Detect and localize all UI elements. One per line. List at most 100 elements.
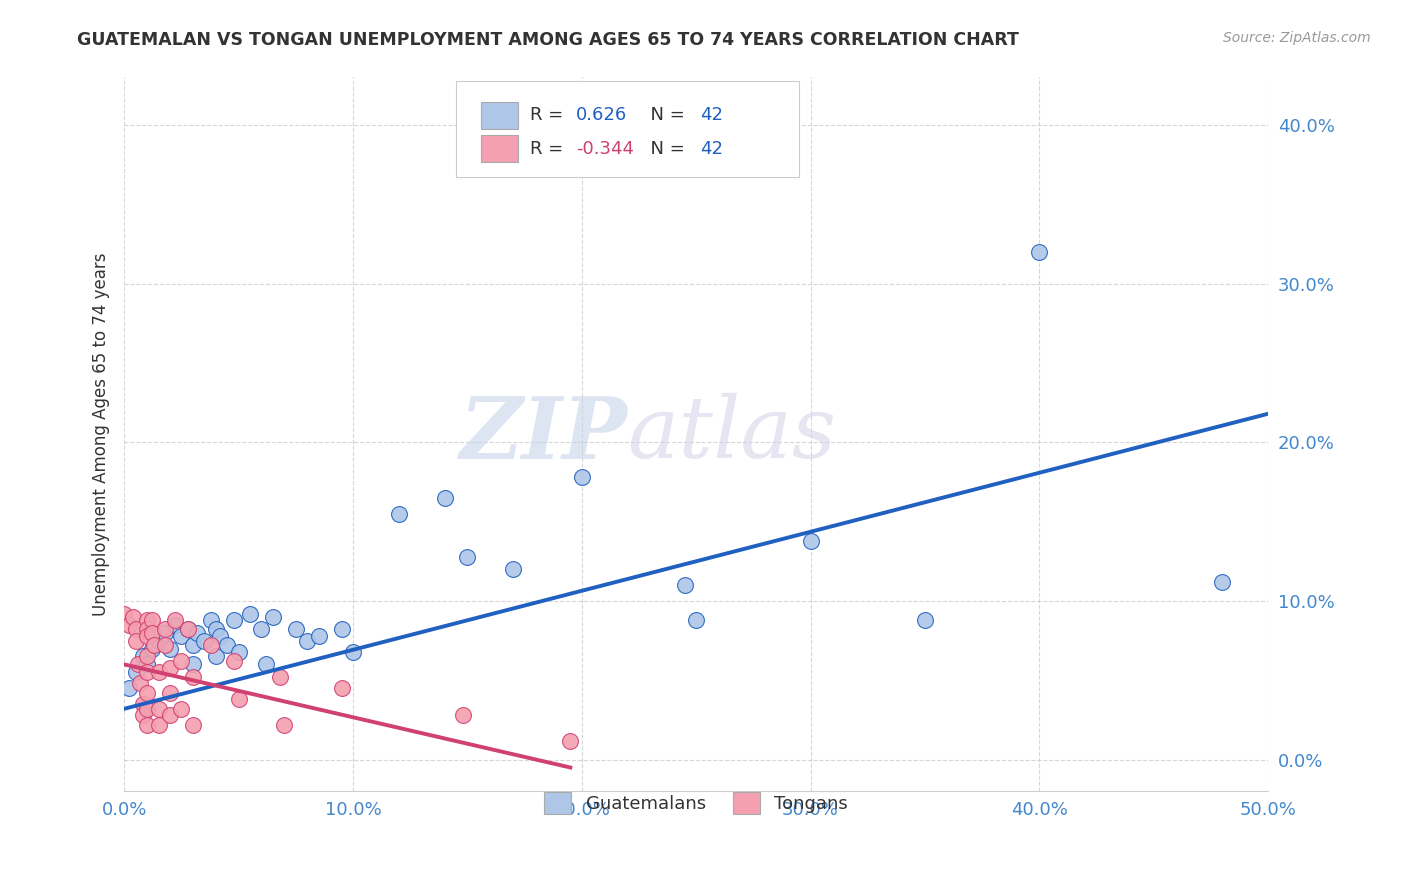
Point	[269, 670, 291, 684]
Point	[239, 607, 262, 621]
Point	[177, 623, 200, 637]
Point	[222, 613, 245, 627]
Point	[170, 654, 193, 668]
Point	[209, 629, 232, 643]
Point	[136, 657, 159, 672]
Point	[155, 623, 177, 637]
Point	[800, 533, 823, 548]
Point	[141, 641, 163, 656]
Point	[131, 697, 153, 711]
Text: 42: 42	[700, 106, 723, 124]
Point	[129, 676, 152, 690]
Point	[228, 692, 250, 706]
Text: ZIP: ZIP	[460, 392, 627, 476]
Point	[308, 629, 330, 643]
Text: atlas: atlas	[627, 393, 837, 475]
Point	[273, 717, 295, 731]
Point	[262, 609, 284, 624]
FancyBboxPatch shape	[456, 81, 799, 178]
Point	[297, 633, 319, 648]
Point	[141, 625, 163, 640]
FancyBboxPatch shape	[481, 102, 517, 128]
Text: GUATEMALAN VS TONGAN UNEMPLOYMENT AMONG AGES 65 TO 74 YEARS CORRELATION CHART: GUATEMALAN VS TONGAN UNEMPLOYMENT AMONG …	[77, 31, 1019, 49]
Text: N =: N =	[638, 106, 690, 124]
Point	[181, 717, 204, 731]
Point	[204, 623, 226, 637]
Point	[118, 617, 141, 632]
Point	[254, 657, 277, 672]
Point	[222, 654, 245, 668]
Point	[186, 625, 208, 640]
Text: 42: 42	[700, 140, 723, 158]
Point	[159, 641, 181, 656]
Point	[685, 613, 707, 627]
Point	[148, 717, 170, 731]
Point	[181, 638, 204, 652]
Point	[250, 623, 273, 637]
Point	[131, 649, 153, 664]
Point	[673, 578, 696, 592]
FancyBboxPatch shape	[481, 135, 517, 161]
Point	[433, 491, 456, 505]
Point	[330, 623, 353, 637]
Point	[136, 649, 159, 664]
Point	[127, 657, 149, 672]
Point	[456, 549, 478, 564]
Point	[177, 623, 200, 637]
Point	[170, 702, 193, 716]
Point	[155, 638, 177, 652]
Point	[163, 613, 186, 627]
Point	[112, 607, 135, 621]
Point	[1028, 244, 1050, 259]
Point	[388, 507, 411, 521]
Point	[122, 609, 145, 624]
Point	[170, 629, 193, 643]
Point	[143, 638, 166, 652]
Point	[136, 717, 159, 731]
Point	[118, 681, 141, 696]
Point	[571, 470, 593, 484]
Point	[136, 686, 159, 700]
Point	[136, 623, 159, 637]
Point	[155, 625, 177, 640]
Point	[124, 665, 146, 680]
Text: Source: ZipAtlas.com: Source: ZipAtlas.com	[1223, 31, 1371, 45]
Legend: Guatemalans, Tongans: Guatemalans, Tongans	[533, 781, 859, 825]
Text: -0.344: -0.344	[576, 140, 634, 158]
Point	[136, 665, 159, 680]
Point	[204, 649, 226, 664]
Point	[124, 633, 146, 648]
Point	[342, 645, 364, 659]
Point	[181, 657, 204, 672]
Point	[159, 708, 181, 723]
Text: R =: R =	[530, 106, 569, 124]
Text: 0.626: 0.626	[576, 106, 627, 124]
Point	[200, 638, 222, 652]
Point	[136, 613, 159, 627]
Point	[124, 623, 146, 637]
Point	[163, 617, 186, 632]
Point	[330, 681, 353, 696]
Point	[200, 613, 222, 627]
Point	[228, 645, 250, 659]
Point	[159, 660, 181, 674]
Point	[451, 708, 474, 723]
Point	[141, 613, 163, 627]
Text: N =: N =	[638, 140, 690, 158]
Text: R =: R =	[530, 140, 569, 158]
Point	[148, 702, 170, 716]
Point	[284, 623, 307, 637]
Point	[181, 670, 204, 684]
Point	[148, 665, 170, 680]
Point	[159, 686, 181, 700]
Point	[136, 702, 159, 716]
Point	[148, 633, 170, 648]
Point	[193, 633, 215, 648]
Point	[136, 629, 159, 643]
Point	[560, 733, 582, 747]
Point	[914, 613, 936, 627]
Point	[131, 708, 153, 723]
Point	[217, 638, 239, 652]
Point	[502, 562, 524, 576]
Y-axis label: Unemployment Among Ages 65 to 74 years: Unemployment Among Ages 65 to 74 years	[93, 252, 110, 616]
